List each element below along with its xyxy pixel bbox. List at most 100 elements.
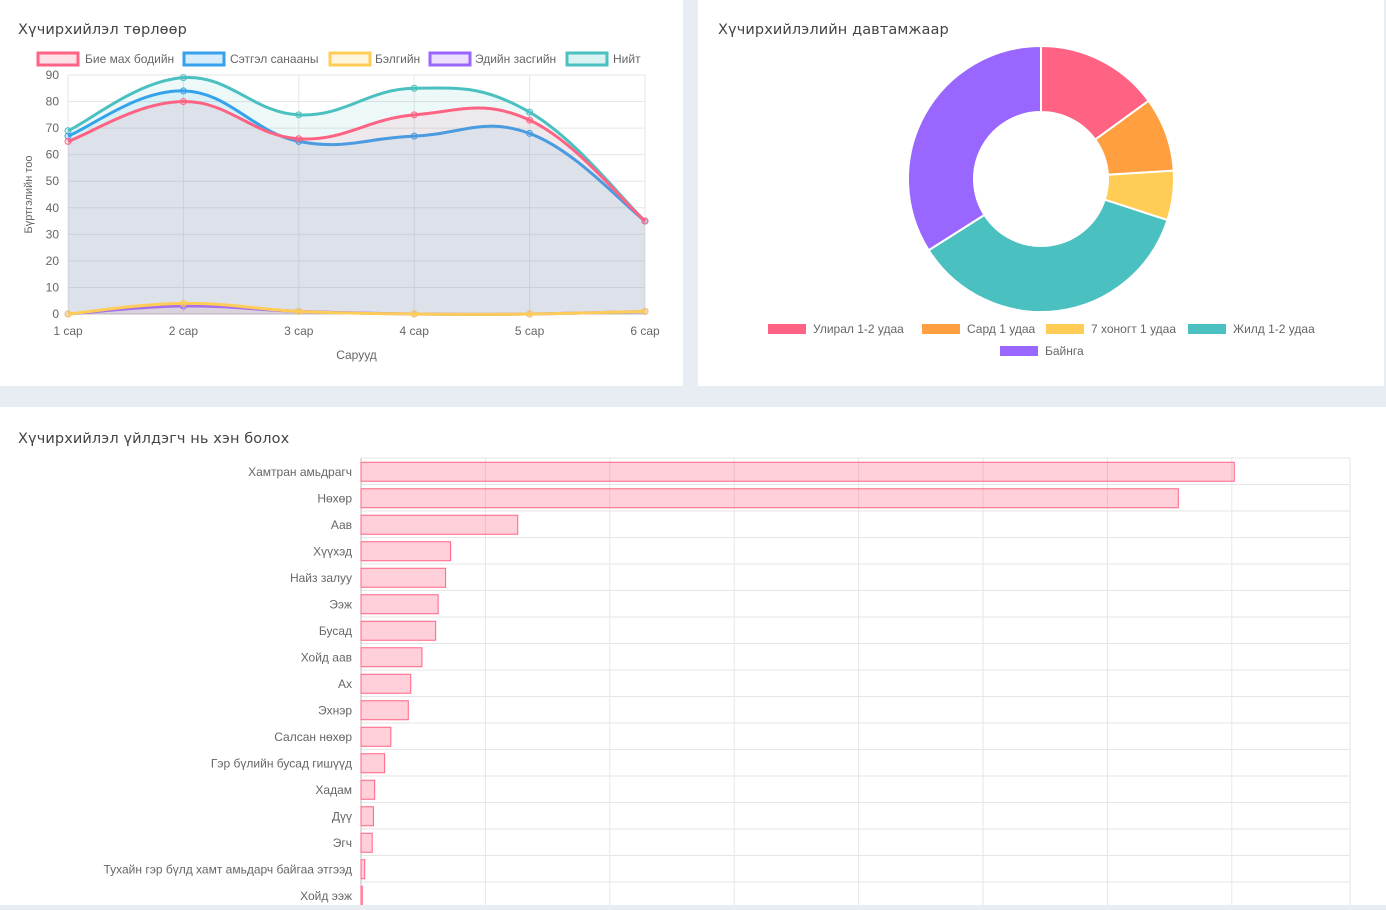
y-tick-label: 40 [46,201,60,215]
bar [360,647,423,668]
y-tick-label: Нөхөр [317,491,352,505]
series-point [179,98,187,106]
y-tick-label: Аав [331,518,352,532]
series-point [410,111,418,119]
y-tick-label: Найз залуу [290,571,352,585]
legend-swatch [922,324,960,334]
legend-swatch [1000,346,1038,356]
legend-label: Сэтгэл санааны [230,52,319,66]
legend-label: Эдийн засгийн [475,52,556,66]
y-tick-label: Гэр бүлийн бусад гишүүд [211,756,352,770]
x-tick-label: 3 сар [284,324,314,338]
series-area [68,305,645,315]
bar [360,514,519,535]
series-point [641,307,649,315]
y-tick-label: Бусад [319,624,352,638]
y-tick-label: 70 [46,121,60,135]
x-axis-label: Сарууд [336,348,377,362]
bar [360,885,363,906]
bar [360,779,376,800]
series-line [67,100,646,223]
legend-item: Эдийн засгийн [428,51,556,67]
legend-swatch [1046,324,1084,334]
bar-chart-title: Хүчирхийлэл үйлдэгч нь хэн болох [18,431,290,447]
y-tick-label: Дүү [332,809,352,823]
bar [360,806,374,827]
y-tick-label: 50 [46,174,60,188]
bar [360,461,1235,482]
x-tick-label: 1 сар [53,324,83,338]
y-tick-label: Хойд ээж [300,889,352,903]
line-chart-title: Хүчирхийлэл төрлөөр [18,22,187,38]
legend-swatch [182,51,226,67]
line-legend: Бие мах бодийн Сэтгэл санааны Бэлгийн Эдийн… [36,51,641,67]
series-point [64,127,72,135]
y-tick-label: 90 [46,68,60,82]
legend-swatch [328,51,372,67]
series-point [641,217,649,225]
legend-item: Бэлгийн [328,51,420,67]
series-area [68,77,645,314]
series-point [179,299,187,307]
legend-label: Бие мах бодийн [85,52,174,66]
bar [360,567,447,588]
donut-chart-card: Хүчирхийлэлийн давтамжаар Улирал 1-2 уда… [698,0,1384,386]
bar [360,726,392,747]
series-point [410,310,418,318]
bar-chart: Хамтран амьдрагч Нөхөр Аав Хүүхэд Найз залуу… [103,457,1351,906]
legend-label: Улирал 1-2 удаа [813,322,904,336]
y-tick-label: 60 [46,148,60,162]
series-line [67,89,646,223]
series-point [526,310,534,318]
series-point [295,111,303,119]
series-point [295,135,303,143]
y-axis-label: Бүртгэлийн тоо [23,155,35,233]
y-tick-label: 30 [46,227,60,241]
series-point [179,87,187,95]
y-tick-label: 10 [46,280,60,294]
legend-item: Нийт [565,51,641,67]
legend-label: Жилд 1-2 удаа [1233,322,1315,336]
bar-chart-card: Хүчирхийлэл үйлдэгч нь хэн болох Хамтран… [0,407,1386,906]
y-tick-label: Эхнэр [318,703,352,717]
bar [360,753,386,774]
y-tick-label: Хамтран амьдрагч [248,465,352,479]
legend-item: Байнга [1000,344,1084,358]
series-point [410,84,418,92]
series-point [526,129,534,137]
y-tick-label: Хойд аав [301,650,352,664]
series-point [64,137,72,145]
bar [360,620,437,641]
bar [360,594,439,615]
donut-slice [927,198,1169,313]
line-chart-card: Хүчирхийлэл төрлөөр Бие мах бодийн Сэтгэл… [0,0,683,386]
series-point [295,307,303,315]
bar [360,673,412,694]
series-area [68,303,645,315]
legend-swatch [36,51,80,67]
line-chart: Бие мах бодийн Сэтгэл санааны Бэлгийн Эдийн… [23,51,660,362]
x-tick-label: 4 сар [400,324,430,338]
legend-label: Бэлгийн [375,52,420,66]
bar [360,700,409,721]
legend-swatch [565,51,609,67]
legend-item: Жилд 1-2 удаа [1188,322,1315,336]
x-tick-label: 5 сар [515,324,545,338]
series-point [526,116,534,124]
legend-swatch [768,324,806,334]
bar [360,832,373,853]
y-tick-label: Хадам [315,783,352,797]
legend-swatch [1188,324,1226,334]
legend-label: 7 хоногт 1 удаа [1091,322,1176,336]
legend-item: Сард 1 удаа [922,322,1035,336]
y-tick-label: Тухайн гэр бүлд хамт амьдарч байгаа этгэ… [103,862,352,876]
y-tick-label: Ах [338,677,352,691]
x-tick-label: 2 сар [169,324,199,338]
bar [360,859,366,880]
bar [360,541,452,562]
x-tick-label: 6 сар [630,324,660,338]
series-line [67,76,647,223]
series-line [67,301,646,316]
series-point [64,132,72,140]
y-tick-label: Ээж [329,597,352,611]
